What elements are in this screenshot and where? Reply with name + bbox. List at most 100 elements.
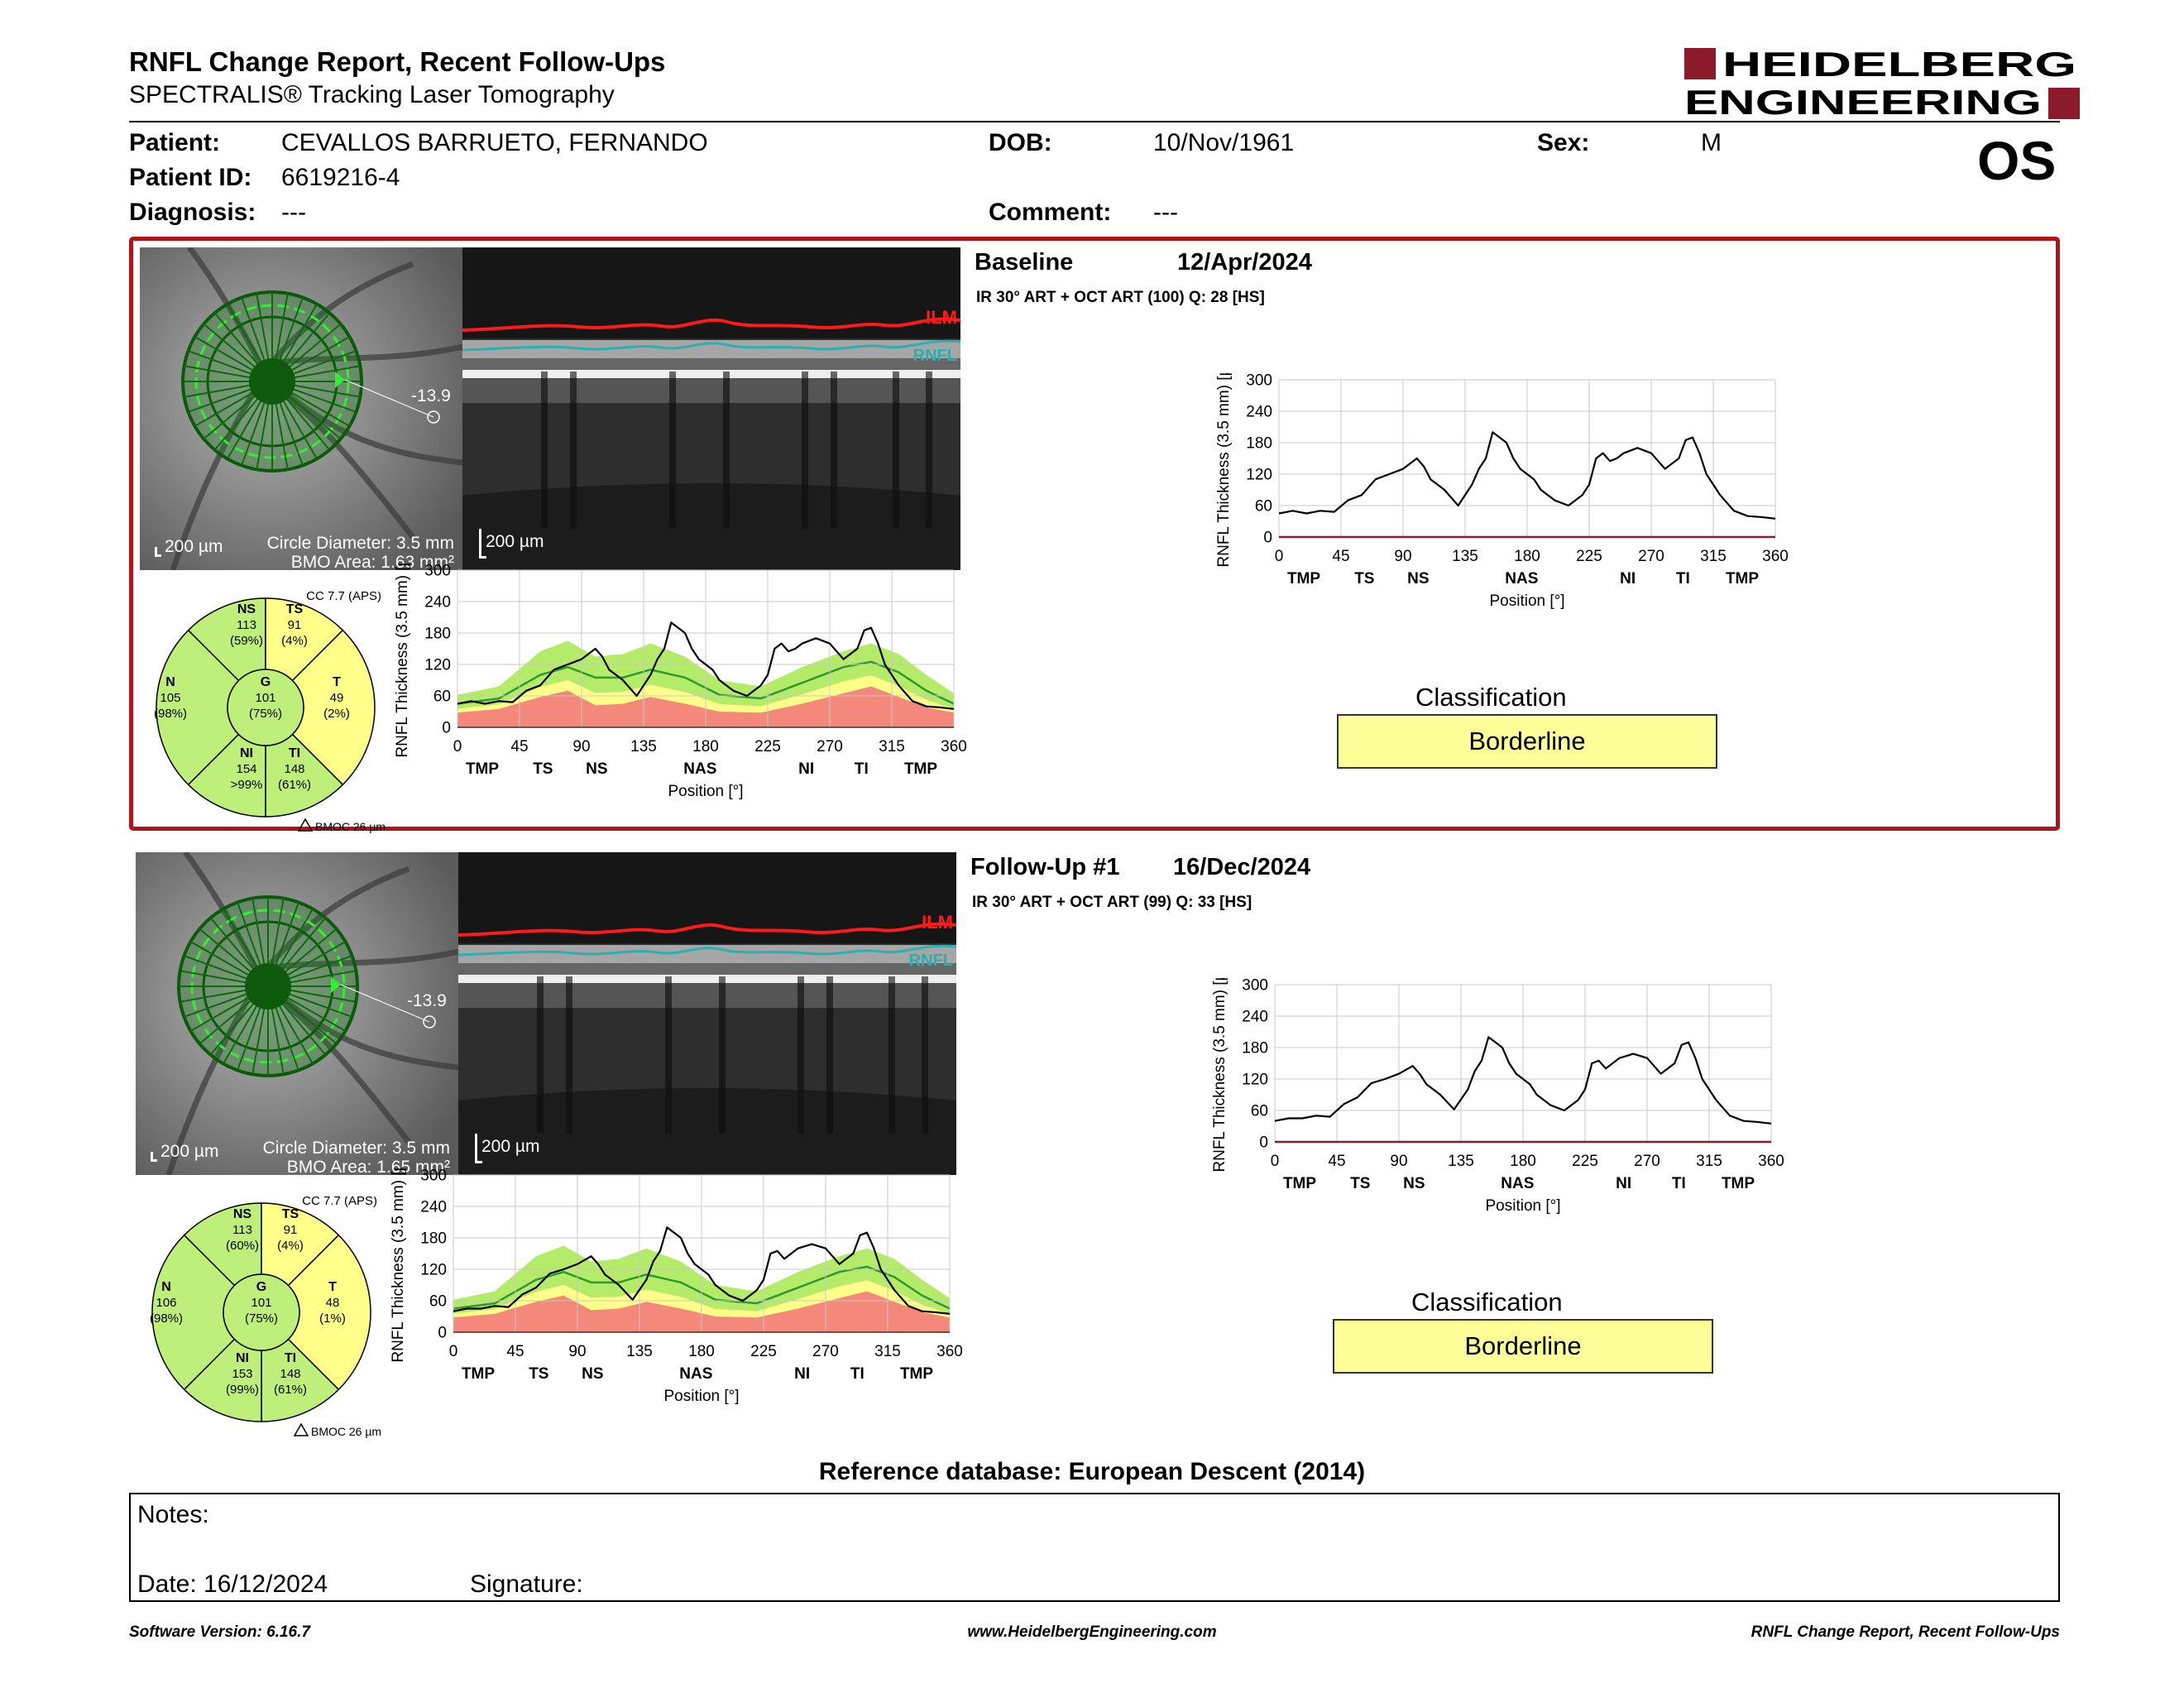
rnfl-thickness-line [1274, 1036, 1772, 1125]
y-tick-label: 0 [1259, 1134, 1268, 1152]
sector-position-label: NS [582, 1365, 603, 1383]
rnfl-thickness-line [1278, 431, 1776, 520]
sector-ns-percentile: (59%) [230, 634, 263, 648]
dob-label: DOB: [989, 129, 1052, 156]
y-tick-label: 0 [1263, 530, 1272, 547]
ilm-label: ILM [922, 912, 953, 933]
y-tick-label: 60 [433, 688, 451, 706]
y-axis-label: RNFL Thickness (3.5 mm) [µm] [394, 563, 411, 758]
y-tick-label: 120 [420, 1262, 447, 1279]
sector-ti-value: 148 [284, 762, 304, 776]
x-tick-label: 90 [568, 1343, 586, 1360]
sex-value: M [1701, 129, 1722, 156]
x-tick-label: 45 [506, 1343, 524, 1360]
ilm-label: ILM [926, 307, 957, 328]
x-axis-label: Position [°] [1489, 592, 1564, 610]
sector-position-label: NI [1620, 570, 1636, 587]
comment-value: --- [1153, 199, 1178, 226]
classification-result: Borderline [1333, 1319, 1713, 1374]
rnfl-thickness-line [457, 621, 955, 710]
sector-position-label: TMP [900, 1365, 933, 1383]
bmo-area: BMO Area: 1.65 mm² [286, 1158, 450, 1175]
tsnit-chart-normative: 0 60 120 180 240 300 0 45 90 135 180 225 270 315 360 TM… [385, 539, 977, 822]
exam-acquisition-info: IR 30° ART + OCT ART (99) Q: 33 [HS] [972, 894, 1252, 911]
x-tick-label: 225 [750, 1343, 777, 1360]
offset-value: -13.9 [411, 386, 451, 405]
svg-text:ENGINEERING: ENGINEERING [1684, 83, 2042, 121]
comment-label: Comment: [989, 199, 1112, 226]
sector-n-value: 105 [160, 691, 180, 705]
y-tick-label: 300 [1246, 373, 1272, 390]
sector-g-label: G [256, 1280, 266, 1294]
patient-id: 6619216-4 [281, 164, 400, 191]
y-axis-label: RNFL Thickness (3.5 mm) [µm] [1215, 373, 1233, 568]
y-tick-label: 300 [420, 1168, 447, 1185]
sector-t-percentile: (2%) [323, 707, 350, 721]
x-tick-label: 0 [453, 738, 462, 755]
sector-ts-label: TS [282, 1207, 299, 1221]
date-label: Date: 16/12/2024 [137, 1571, 328, 1598]
sector-ns-value: 113 [232, 1223, 252, 1237]
sector-position-label: TI [855, 760, 869, 778]
x-tick-label: 135 [1452, 548, 1478, 565]
circle-diameter: Circle Diameter: 3.5 mm [266, 534, 454, 553]
sector-t-value: 49 [330, 691, 344, 705]
y-tick-label: 240 [1242, 1009, 1268, 1026]
sector-ts-percentile: (4%) [277, 1239, 304, 1253]
y-tick-label: 60 [429, 1293, 447, 1311]
sector-n-label: N [161, 1280, 171, 1294]
fundus-svg [136, 852, 458, 1175]
tsnit-chart-normative: 0 60 120 180 240 300 0 45 90 135 180 225 270 315 360 TM… [381, 1144, 973, 1427]
sector-position-label: TS [529, 1365, 548, 1383]
classification-title: Classification [1415, 683, 1567, 712]
classification-title: Classification [1411, 1288, 1563, 1316]
oct-bscan: ILM RNFL 200 µm [462, 247, 960, 570]
x-tick-label: 360 [1762, 548, 1789, 565]
svg-text:HEIDELBERG: HEIDELBERG [1722, 45, 2076, 84]
bscan-svg [458, 852, 956, 1175]
bmoc-label: BMOC 26 µm [315, 820, 386, 833]
rnfl-label: RNFL [908, 952, 953, 970]
bscan-scale-label: 200 µm [486, 532, 544, 551]
sector-ni-value: 154 [236, 762, 256, 776]
sector-ts-label: TS [286, 602, 304, 616]
sector-ti-percentile: (61%) [274, 1383, 307, 1397]
y-tick-label: 300 [1242, 978, 1268, 995]
sector-position-label: TI [1676, 570, 1690, 587]
notes-box[interactable]: Notes: Date: 16/12/2024 Signature: [129, 1493, 2060, 1602]
patient-id-label: Patient ID: [129, 164, 252, 191]
sector-ni-value: 153 [232, 1367, 252, 1381]
x-tick-label: 360 [941, 738, 967, 755]
sector-ni-percentile: >99% [231, 778, 263, 792]
cc-label: CC 7.7 (APS) [306, 592, 381, 603]
sector-position-label: TS [533, 760, 553, 778]
sector-t-label: T [328, 1280, 337, 1294]
x-axis-label: Position [°] [1485, 1197, 1560, 1215]
x-tick-label: 270 [1638, 548, 1664, 565]
exam-title: Follow-Up #1 [970, 854, 1120, 880]
sector-position-label: TI [1672, 1175, 1686, 1192]
sector-position-label: TS [1354, 570, 1374, 587]
sector-ni-percentile: (99%) [226, 1383, 259, 1397]
scale-bar-label: 200 µm [165, 537, 223, 556]
sector-g-label: G [261, 675, 271, 689]
sector-svg: NS 113 (60%) TS 91 (4%) N 106 (98%) G 101 (75%) T 48 (… [150, 1194, 381, 1438]
sector-position-label: NS [1407, 570, 1429, 587]
x-tick-label: 45 [1332, 548, 1349, 565]
y-tick-label: 0 [438, 1325, 447, 1342]
y-axis-label: RNFL Thickness (3.5 mm) [µm] [390, 1168, 407, 1363]
x-tick-label: 180 [688, 1343, 715, 1360]
patient-name: CEVALLOS BARRUETO, FERNANDO [281, 129, 708, 156]
sector-t-value: 48 [326, 1296, 340, 1310]
diagnosis-value: --- [281, 199, 306, 226]
sector-position-label: TS [1350, 1175, 1370, 1192]
classification-result: Borderline [1337, 714, 1717, 769]
sector-n-label: N [165, 675, 175, 689]
footer-report-name: RNFL Change Report, Recent Follow-Ups [1751, 1623, 2060, 1641]
y-tick-label: 240 [420, 1199, 447, 1216]
baseline-panel: -13.9 200 µm Circle Diameter: 3.5 mm BMO Ar… [129, 237, 2060, 833]
tsnit-chart-classification: 0 60 120 180 240 300 0 45 90 135 180 225 270 315 360 TM… [1196, 349, 1941, 630]
header-divider [129, 121, 2060, 122]
